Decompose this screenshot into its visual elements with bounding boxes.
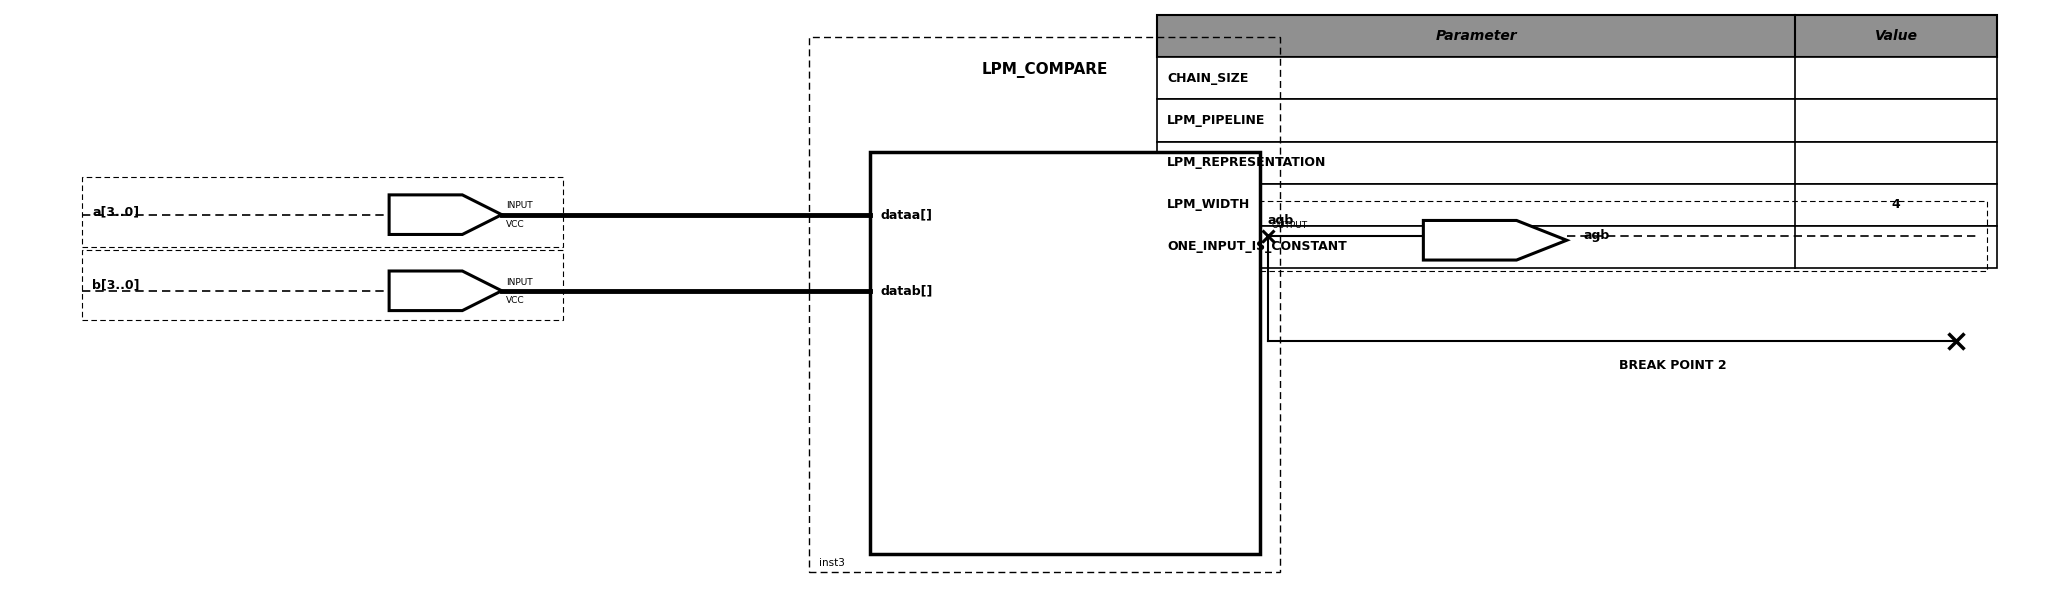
Text: agb: agb: [1268, 214, 1294, 227]
Text: INPUT: INPUT: [506, 202, 532, 211]
Text: 4: 4: [1892, 199, 1901, 211]
Text: VCC: VCC: [506, 296, 524, 305]
Text: CHAIN_SIZE: CHAIN_SIZE: [1167, 72, 1249, 85]
Bar: [1157, 15, 1997, 57]
Bar: [1157, 226, 1997, 268]
Bar: [1157, 99, 1997, 141]
Text: VCC: VCC: [506, 220, 524, 229]
Text: OUTPUT: OUTPUT: [1272, 220, 1309, 230]
Text: Parameter: Parameter: [1436, 29, 1518, 43]
Text: dataa[]: dataa[]: [881, 208, 932, 221]
Text: INPUT: INPUT: [506, 278, 532, 287]
Text: b[3..0]: b[3..0]: [92, 278, 139, 291]
Text: Value: Value: [1874, 29, 1917, 43]
Text: agb: agb: [1583, 230, 1610, 242]
Polygon shape: [389, 271, 502, 311]
Polygon shape: [389, 195, 502, 234]
Text: inst3: inst3: [819, 558, 846, 568]
Bar: [1157, 57, 1997, 99]
Text: LPM_WIDTH: LPM_WIDTH: [1167, 199, 1251, 211]
Bar: [870, 152, 1260, 554]
Text: datab[]: datab[]: [881, 284, 934, 297]
Text: LPM_PIPELINE: LPM_PIPELINE: [1167, 114, 1266, 127]
Text: a[3..0]: a[3..0]: [92, 205, 139, 218]
Text: LPM_COMPARE: LPM_COMPARE: [981, 62, 1108, 78]
Polygon shape: [1423, 220, 1567, 260]
Bar: [1157, 184, 1997, 226]
Bar: [1157, 141, 1997, 184]
Text: BREAK POINT 2: BREAK POINT 2: [1620, 359, 1726, 372]
Text: LPM_REPRESENTATION: LPM_REPRESENTATION: [1167, 156, 1327, 169]
Text: ONE_INPUT_IS_CONSTANT: ONE_INPUT_IS_CONSTANT: [1167, 241, 1348, 253]
